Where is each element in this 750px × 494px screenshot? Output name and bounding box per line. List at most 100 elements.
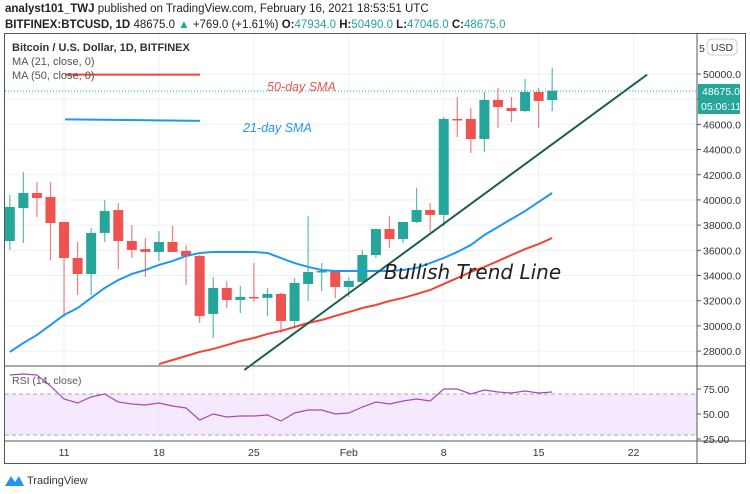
price-tick-label: 34000.0 bbox=[703, 271, 741, 283]
candle bbox=[357, 249, 368, 282]
price-tick-label: 36000.0 bbox=[703, 245, 741, 257]
candle bbox=[153, 231, 164, 262]
candle bbox=[398, 221, 409, 244]
candle bbox=[425, 202, 436, 233]
candle bbox=[520, 79, 531, 113]
candle bbox=[194, 254, 205, 323]
price-tick-label: 42000.0 bbox=[703, 170, 741, 182]
candle bbox=[248, 263, 259, 302]
candle bbox=[465, 108, 476, 153]
candle-body bbox=[370, 229, 381, 255]
price-axis[interactable]: 28000.0 30000.0 32000.0 34000.0 36000.0 38000… bbox=[697, 69, 741, 358]
candle-body bbox=[194, 255, 205, 316]
last-price-tag-text: 48675.0 bbox=[702, 86, 740, 98]
price-tick-label: 32000.0 bbox=[703, 296, 741, 308]
time-tick-label: 18 bbox=[153, 447, 165, 459]
candle-body bbox=[72, 258, 83, 274]
time-tick-label: Feb bbox=[340, 447, 358, 459]
candle-body bbox=[520, 92, 531, 112]
candle bbox=[370, 229, 381, 259]
candle-body bbox=[506, 108, 517, 112]
price-tick-label: 38000.0 bbox=[703, 220, 741, 232]
candle-body bbox=[208, 287, 219, 314]
rsi-axis[interactable]: 75.00 50.00 25.00 bbox=[697, 384, 729, 446]
tradingview-brand: TradingView bbox=[27, 475, 88, 487]
candle-body bbox=[4, 206, 15, 242]
symbol-line: BITFINEX:BTCUSD, 1D 48675.0 ▲ +769.0 (+1… bbox=[5, 19, 506, 31]
candle-body bbox=[262, 293, 273, 298]
sma50-annotation: 50-day SMA bbox=[267, 80, 336, 94]
candle bbox=[262, 287, 273, 316]
candle bbox=[547, 67, 558, 112]
candle bbox=[99, 199, 110, 243]
trend-line[interactable] bbox=[243, 73, 648, 371]
ma50-line bbox=[158, 237, 553, 366]
rsi-band bbox=[5, 394, 697, 435]
time-tick-label: 11 bbox=[59, 447, 70, 459]
author-link[interactable]: analyst101_TWJ bbox=[5, 3, 95, 15]
candle bbox=[31, 181, 42, 217]
time-tick-label: 8 bbox=[441, 447, 447, 459]
candle-body bbox=[140, 249, 151, 252]
candle-body bbox=[126, 241, 137, 250]
candle bbox=[208, 277, 219, 338]
rsi-line bbox=[9, 373, 553, 422]
rsi-tick-label: 25.00 bbox=[703, 434, 729, 446]
candle-body bbox=[303, 271, 314, 284]
candle-body bbox=[452, 118, 463, 121]
legend-rsi[interactable]: RSI (14, close) bbox=[12, 375, 81, 387]
candle-body bbox=[181, 250, 192, 256]
candle-body bbox=[45, 197, 56, 223]
countdown-text: 05:06:11 bbox=[701, 101, 741, 113]
candle-body bbox=[533, 92, 544, 101]
currency-button[interactable] bbox=[706, 38, 738, 56]
candle bbox=[167, 226, 178, 252]
candle bbox=[289, 278, 300, 328]
candle-body bbox=[316, 270, 327, 273]
candle bbox=[59, 221, 70, 317]
currency-label: USD bbox=[711, 42, 734, 54]
candle-body bbox=[86, 232, 97, 274]
up-arrow-icon: ▲ bbox=[178, 19, 190, 31]
countdown-tag bbox=[698, 99, 740, 114]
tradingview-logo-icon bbox=[5, 476, 24, 486]
candle-body bbox=[411, 210, 422, 222]
price-tick-label: 30000.0 bbox=[703, 321, 741, 333]
high-label: H: bbox=[339, 19, 352, 31]
candle-body bbox=[330, 270, 341, 287]
candle bbox=[86, 228, 97, 296]
candle bbox=[384, 215, 395, 249]
candle bbox=[181, 245, 192, 285]
legend-ma50[interactable]: MA (50, close, 0) bbox=[12, 70, 95, 82]
candle bbox=[235, 285, 246, 314]
candle-body bbox=[113, 210, 124, 242]
candle bbox=[452, 97, 463, 137]
price-tick-label: 28000.0 bbox=[703, 346, 741, 358]
candle-body bbox=[289, 282, 300, 321]
chart-frame bbox=[4, 33, 746, 464]
candle bbox=[492, 87, 503, 129]
low-label: L: bbox=[396, 19, 408, 31]
candle bbox=[72, 242, 83, 296]
candle bbox=[113, 202, 124, 269]
candles bbox=[4, 67, 558, 338]
legend-ma21[interactable]: MA (21, close, 0) bbox=[12, 56, 95, 68]
candle-body bbox=[398, 221, 409, 239]
candle bbox=[18, 171, 29, 244]
candle bbox=[45, 181, 56, 261]
candle bbox=[221, 280, 232, 309]
time-axis[interactable]: 11 18 25 Feb 8 15 22 bbox=[59, 447, 640, 459]
candle-body bbox=[99, 211, 110, 233]
symbol: BITFINEX:BTCUSD, 1D bbox=[5, 19, 131, 31]
tradingview-logo[interactable]: TradingView bbox=[5, 475, 88, 487]
candle-body bbox=[438, 118, 449, 215]
candle-body bbox=[59, 221, 70, 259]
sma21-legend-line bbox=[64, 118, 201, 122]
candle-body bbox=[235, 296, 246, 300]
low-value: 47046.0 bbox=[407, 19, 449, 31]
publish-line: analyst101_TWJ published on TradingView.… bbox=[5, 3, 429, 15]
time-tick-label: 22 bbox=[628, 447, 640, 459]
candle-body bbox=[31, 193, 42, 199]
candle-body bbox=[547, 90, 558, 101]
